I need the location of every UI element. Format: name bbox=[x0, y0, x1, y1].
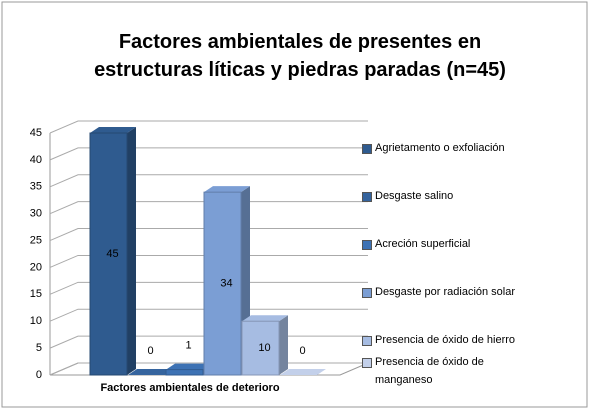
grid-line bbox=[49, 228, 368, 242]
grid-line bbox=[49, 174, 368, 188]
legend-swatch bbox=[362, 336, 372, 346]
y-tick-label: 0 bbox=[36, 369, 42, 381]
bar-top bbox=[242, 315, 288, 322]
grid-line bbox=[49, 147, 368, 161]
legend-label: Presencia de óxido de hierro bbox=[375, 334, 516, 346]
grid-line bbox=[49, 281, 368, 295]
bar bbox=[203, 191, 242, 376]
data-label: 1 bbox=[185, 340, 191, 352]
legend-item: Desgaste por radiación solar bbox=[362, 283, 532, 301]
data-label: 0 bbox=[147, 345, 153, 357]
y-tick-label: 15 bbox=[30, 288, 42, 300]
grid-line bbox=[49, 308, 368, 322]
bar-top bbox=[90, 127, 136, 133]
y-tick-label: 45 bbox=[30, 127, 42, 139]
bar bbox=[165, 369, 204, 376]
legend-label: Desgaste salino bbox=[375, 190, 454, 202]
legend-item: Acreción superficial bbox=[362, 235, 532, 253]
legend-item: Presencia de óxido de hierro bbox=[362, 331, 532, 349]
grid-line bbox=[49, 120, 368, 134]
bar-top bbox=[128, 369, 174, 375]
legend-swatch bbox=[362, 240, 372, 250]
y-tick-label: 35 bbox=[30, 181, 42, 193]
data-label: 34 bbox=[220, 277, 232, 289]
legend-swatch bbox=[362, 144, 372, 154]
legend-label: Acreción superficial bbox=[375, 238, 471, 250]
chart-title: Factores ambientales de presentes en est… bbox=[94, 31, 506, 81]
grid-line bbox=[49, 201, 368, 215]
legend-label: Presencia de óxido de manganeso bbox=[375, 356, 484, 386]
bar-top bbox=[166, 363, 212, 370]
y-tick-label: 5 bbox=[36, 342, 42, 354]
data-label: 0 bbox=[299, 345, 305, 357]
legend-label: Agrietamento o exfoliación bbox=[375, 142, 505, 154]
data-label: 10 bbox=[258, 342, 270, 354]
legend-swatch bbox=[362, 288, 372, 298]
data-label: 45 bbox=[106, 248, 118, 260]
legend-item: Desgaste salino bbox=[362, 187, 532, 205]
x-category-label: Factores ambientales de deterioro bbox=[100, 382, 279, 394]
legend-label: Desgaste por radiación solar bbox=[375, 286, 516, 298]
legend-item: Presencia de óxido de manganeso bbox=[362, 353, 532, 389]
y-tick-label: 25 bbox=[30, 234, 42, 246]
bar bbox=[89, 132, 128, 376]
legend-swatch bbox=[362, 358, 372, 368]
legend-swatch bbox=[362, 192, 372, 202]
bar-side bbox=[127, 127, 136, 375]
bar-top bbox=[280, 369, 326, 375]
y-tick-label: 20 bbox=[30, 261, 42, 273]
grid-line bbox=[49, 254, 368, 268]
bar-top bbox=[204, 186, 250, 193]
y-tick-label: 10 bbox=[30, 315, 42, 327]
legend-item: Agrietamento o exfoliación bbox=[362, 139, 532, 157]
bar bbox=[241, 320, 280, 376]
bar-side bbox=[279, 315, 288, 375]
y-tick-label: 40 bbox=[30, 154, 42, 166]
y-tick-label: 30 bbox=[30, 208, 42, 220]
